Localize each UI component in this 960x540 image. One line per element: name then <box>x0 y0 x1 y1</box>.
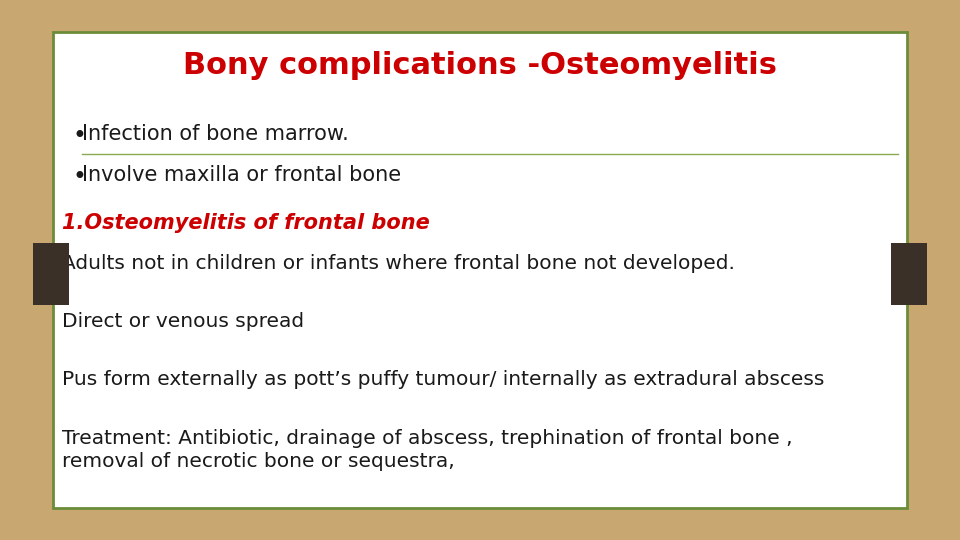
Text: •: • <box>72 165 85 188</box>
Text: Direct or venous spread: Direct or venous spread <box>62 312 304 331</box>
FancyBboxPatch shape <box>891 243 927 305</box>
FancyBboxPatch shape <box>33 243 69 305</box>
Text: Involve maxilla or frontal bone: Involve maxilla or frontal bone <box>82 165 400 185</box>
Text: Bony complications -Osteomyelitis: Bony complications -Osteomyelitis <box>183 51 777 80</box>
Text: Adults not in children or infants where frontal bone not developed.: Adults not in children or infants where … <box>62 254 735 273</box>
FancyBboxPatch shape <box>53 32 907 508</box>
Text: Pus form externally as pott’s puffy tumour/ internally as extradural abscess: Pus form externally as pott’s puffy tumo… <box>62 370 825 389</box>
Text: Treatment: Antibiotic, drainage of abscess, trephination of frontal bone ,
remov: Treatment: Antibiotic, drainage of absce… <box>62 429 793 471</box>
Text: •: • <box>72 124 85 148</box>
Text: Infection of bone marrow.: Infection of bone marrow. <box>82 124 348 144</box>
Text: 1.Osteomyelitis of frontal bone: 1.Osteomyelitis of frontal bone <box>62 213 430 233</box>
